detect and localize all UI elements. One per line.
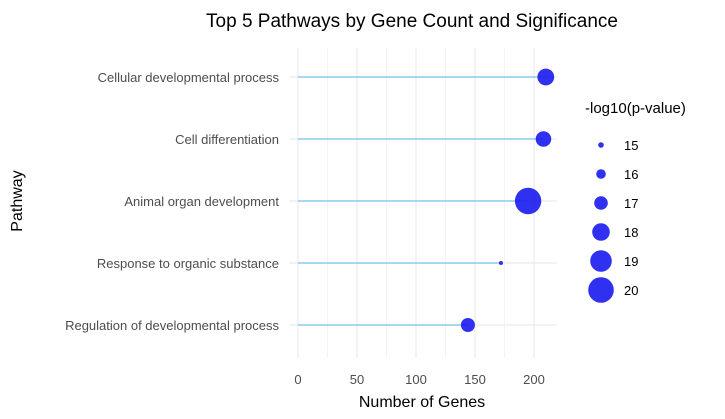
- legend-items: 15 16 17 18 19 20: [588, 138, 638, 303]
- x-tick-label: 200: [523, 372, 545, 387]
- y-tick-label: Animal organ development: [124, 194, 279, 209]
- y-axis-title: Pathway: [9, 170, 26, 231]
- legend-key: [592, 223, 610, 241]
- legend-label: 19: [624, 254, 638, 269]
- y-tick-label: Cell differentiation: [175, 132, 279, 147]
- y-tick-labels: Cellular developmental process Cell diffe…: [65, 70, 279, 333]
- legend-key: [598, 142, 604, 148]
- data-point: [460, 318, 475, 332]
- legend-key: [590, 250, 612, 272]
- legend-key: [594, 196, 608, 210]
- data-point: [537, 68, 555, 86]
- legend-key: [596, 169, 606, 179]
- x-tick-labels: 0 50 100 150 200: [294, 372, 544, 387]
- legend-key: [588, 277, 614, 303]
- chart-title: Top 5 Pathways by Gene Count and Signifi…: [206, 11, 618, 32]
- legend-label: 15: [624, 138, 638, 153]
- legend-label: 18: [624, 225, 638, 240]
- data-point: [514, 187, 542, 215]
- legend-label: 17: [624, 196, 638, 211]
- data-points: [460, 68, 555, 332]
- x-tick-label: 150: [464, 372, 486, 387]
- legend-label: 16: [624, 167, 638, 182]
- x-tick-label: 0: [294, 372, 301, 387]
- data-point: [498, 261, 503, 265]
- y-tick-label: Regulation of developmental process: [65, 318, 279, 333]
- data-point: [535, 131, 552, 147]
- x-tick-label: 100: [405, 372, 427, 387]
- legend-label: 20: [624, 283, 638, 298]
- size-legend: -log10(p-value) 15 16 17 18 19 20: [585, 100, 686, 303]
- x-axis-title: Number of Genes: [359, 394, 485, 411]
- y-tick-label: Response to organic substance: [97, 256, 279, 271]
- legend-title: -log10(p-value): [585, 100, 686, 117]
- x-tick-label: 50: [350, 372, 364, 387]
- y-tick-label: Cellular developmental process: [98, 70, 280, 85]
- lollipop-stems: [298, 76, 546, 326]
